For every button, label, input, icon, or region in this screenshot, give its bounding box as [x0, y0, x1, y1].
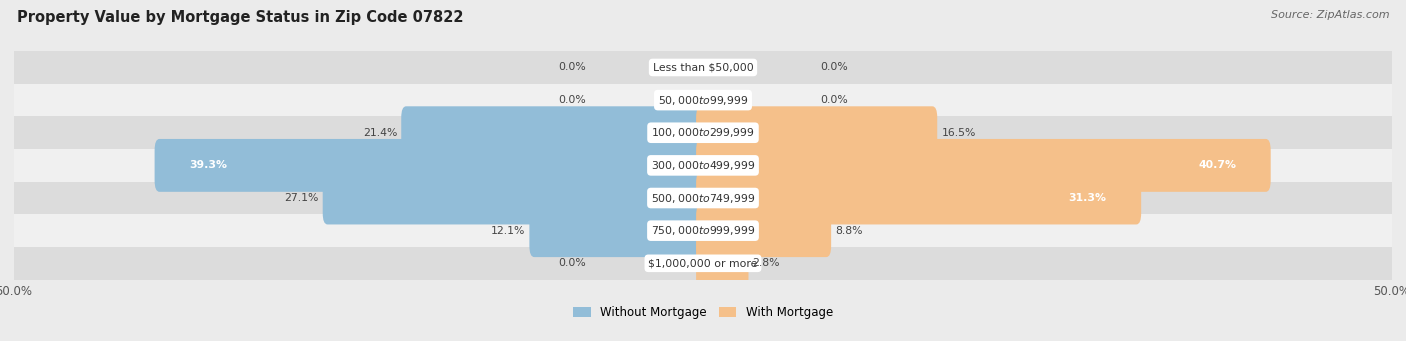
Text: 40.7%: 40.7% [1198, 160, 1236, 170]
Text: $500,000 to $749,999: $500,000 to $749,999 [651, 192, 755, 205]
Text: 2.8%: 2.8% [752, 258, 780, 268]
FancyBboxPatch shape [155, 139, 710, 192]
Text: 21.4%: 21.4% [363, 128, 396, 138]
Text: 0.0%: 0.0% [820, 95, 848, 105]
FancyBboxPatch shape [696, 139, 1271, 192]
Text: 16.5%: 16.5% [942, 128, 976, 138]
Bar [14, 84, 1392, 116]
FancyBboxPatch shape [696, 204, 831, 257]
Text: 8.8%: 8.8% [835, 226, 863, 236]
Text: 39.3%: 39.3% [188, 160, 226, 170]
FancyBboxPatch shape [530, 204, 710, 257]
Bar [14, 116, 1392, 149]
Text: $100,000 to $299,999: $100,000 to $299,999 [651, 126, 755, 139]
Legend: Without Mortgage, With Mortgage: Without Mortgage, With Mortgage [568, 301, 838, 324]
Text: Property Value by Mortgage Status in Zip Code 07822: Property Value by Mortgage Status in Zip… [17, 10, 464, 25]
Bar [14, 51, 1392, 84]
Text: $300,000 to $499,999: $300,000 to $499,999 [651, 159, 755, 172]
Text: $750,000 to $999,999: $750,000 to $999,999 [651, 224, 755, 237]
FancyBboxPatch shape [696, 106, 938, 159]
Bar [14, 214, 1392, 247]
Text: 0.0%: 0.0% [820, 62, 848, 73]
Text: 27.1%: 27.1% [284, 193, 319, 203]
Text: 12.1%: 12.1% [491, 226, 526, 236]
FancyBboxPatch shape [696, 172, 1142, 224]
Text: Less than $50,000: Less than $50,000 [652, 62, 754, 73]
FancyBboxPatch shape [696, 237, 748, 290]
Text: 0.0%: 0.0% [558, 258, 586, 268]
Text: Source: ZipAtlas.com: Source: ZipAtlas.com [1271, 10, 1389, 20]
Text: $1,000,000 or more: $1,000,000 or more [648, 258, 758, 268]
Bar [14, 247, 1392, 280]
FancyBboxPatch shape [401, 106, 710, 159]
Text: 0.0%: 0.0% [558, 95, 586, 105]
Text: 31.3%: 31.3% [1069, 193, 1107, 203]
Text: 0.0%: 0.0% [558, 62, 586, 73]
Bar [14, 149, 1392, 182]
Text: $50,000 to $99,999: $50,000 to $99,999 [658, 94, 748, 107]
Bar [14, 182, 1392, 214]
FancyBboxPatch shape [323, 172, 710, 224]
